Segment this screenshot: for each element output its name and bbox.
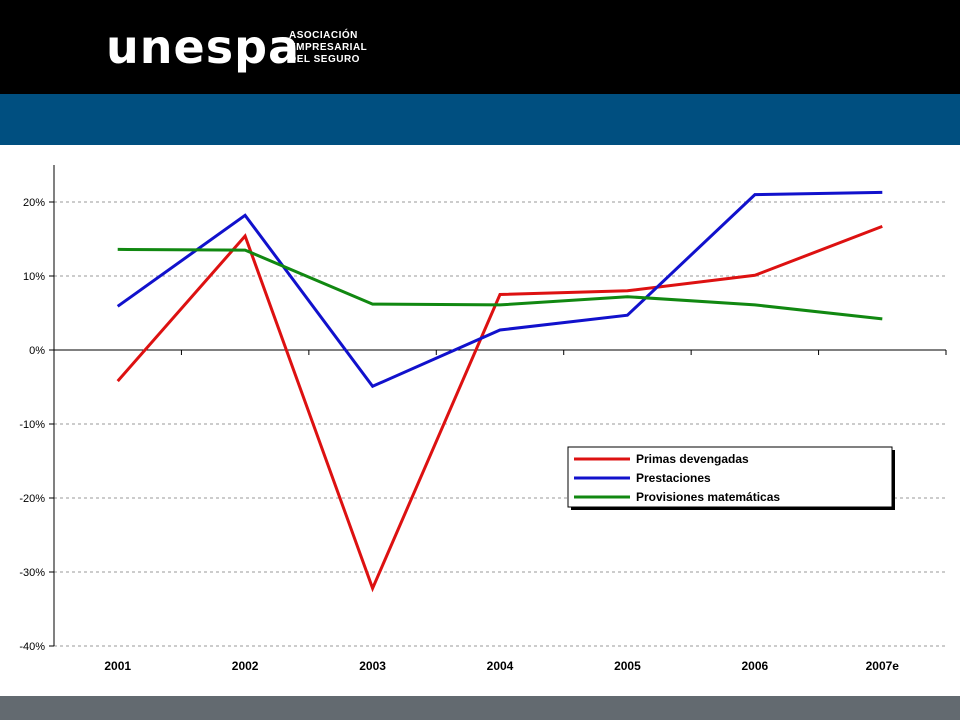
logo-line-2: EMPRESARIAL bbox=[289, 42, 368, 53]
y-tick-label: 0% bbox=[29, 345, 45, 357]
logo-subtitle: ASOCIACIÓN EMPRESARIAL DEL SEGURO bbox=[289, 30, 367, 66]
footer-bar bbox=[0, 696, 960, 720]
legend-label: Primas devengadas bbox=[636, 452, 749, 466]
legend-label: Provisiones matemáticas bbox=[636, 490, 780, 504]
series-line-0 bbox=[116, 224, 883, 593]
legend-label: Prestaciones bbox=[636, 471, 711, 485]
title-band bbox=[0, 94, 960, 145]
series-lines bbox=[116, 190, 883, 593]
series-line-1 bbox=[116, 190, 883, 389]
series-line-2 bbox=[117, 247, 883, 321]
y-tick-label: -10% bbox=[19, 419, 45, 431]
legend: Primas devengadas Prestaciones Provisiones… bbox=[567, 446, 895, 510]
logo-line-3: DEL SEGURO bbox=[289, 54, 360, 65]
y-tick-label: -20% bbox=[19, 493, 45, 505]
x-tick-label: 2002 bbox=[232, 659, 259, 673]
y-tick-label: 20% bbox=[23, 197, 45, 209]
x-tick-label: 2007e bbox=[866, 659, 900, 673]
y-tick-label: -40% bbox=[19, 641, 45, 653]
x-tick-label: 2001 bbox=[104, 659, 131, 673]
axes bbox=[53, 165, 947, 646]
header-bar: unespa ASOCIACIÓN EMPRESARIAL DEL SEGURO bbox=[0, 0, 960, 94]
y-tick-label: 10% bbox=[23, 271, 45, 283]
grid-lines bbox=[54, 201, 946, 647]
x-tick-label: 2003 bbox=[359, 659, 386, 673]
x-axis-ticks: 2001 2002 2003 2004 2005 2006 2007e bbox=[104, 659, 899, 673]
y-axis-ticks: 20% 10% 0% -10% -20% -30% -40% bbox=[19, 197, 54, 653]
x-tick-label: 2005 bbox=[614, 659, 641, 673]
unespa-logo: unespa bbox=[106, 20, 301, 74]
x-tick-label: 2006 bbox=[742, 659, 769, 673]
line-chart: 20%10%0%-10%-20%-30%-40% 2001 2002 2003 200… bbox=[19, 165, 947, 673]
x-tick-label: 2004 bbox=[487, 659, 514, 673]
logo-line-1: ASOCIACIÓN bbox=[289, 30, 358, 41]
y-tick-label: -30% bbox=[19, 567, 45, 579]
